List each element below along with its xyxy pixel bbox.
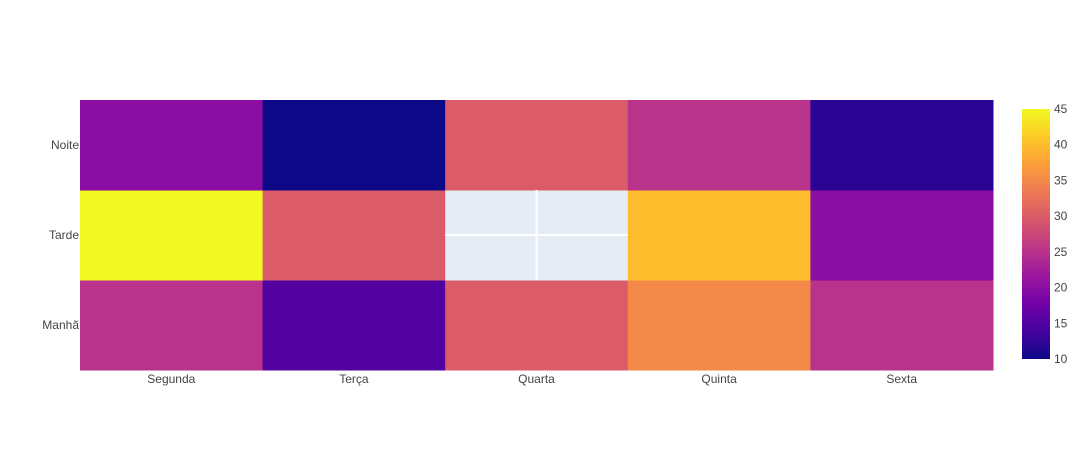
heatmap-cell — [262, 100, 446, 191]
y-axis-tick-labels: Manhã Tarde Noite — [42, 138, 79, 332]
y-tick-label: Noite — [51, 138, 79, 152]
colorbar-tick-label: 40 — [1054, 138, 1068, 152]
x-axis-tick-labels: Segunda Terça Quarta Quinta Sexta — [147, 372, 917, 386]
x-tick-label: Sexta — [886, 372, 917, 386]
heatmap-cell — [810, 100, 994, 191]
colorbar-tick-labels: 10 15 20 25 30 35 40 45 — [1054, 102, 1068, 366]
colorbar-tick-label: 15 — [1054, 316, 1068, 330]
heatmap-cell — [80, 100, 264, 191]
colorbar-tick-label: 25 — [1054, 245, 1068, 259]
heatmap-cell — [627, 280, 811, 371]
heatmap-cell — [445, 280, 629, 371]
heatmap-cell — [627, 100, 811, 191]
colorbar — [1022, 109, 1050, 359]
heatmap-cell — [80, 190, 264, 281]
colorbar-tick-label: 30 — [1054, 209, 1068, 223]
x-tick-label: Terça — [339, 372, 369, 386]
heatmap-cell — [627, 190, 811, 281]
x-tick-label: Segunda — [147, 372, 195, 386]
x-tick-label: Quinta — [701, 372, 737, 386]
heatmap-cell — [80, 280, 264, 371]
y-tick-label: Tarde — [49, 228, 79, 242]
heatmap-cell — [810, 190, 994, 281]
missing-cell-gridlines — [445, 190, 628, 280]
heatmap-cell — [445, 100, 629, 191]
y-tick-label: Manhã — [42, 318, 79, 332]
heatmap-cell — [262, 280, 446, 371]
colorbar-tick-label: 10 — [1054, 352, 1068, 366]
colorbar-tick-label: 45 — [1054, 102, 1068, 116]
heatmap-cell — [810, 280, 994, 371]
colorbar-tick-label: 35 — [1054, 173, 1068, 187]
x-tick-label: Quarta — [518, 372, 555, 386]
heatmap-cell — [262, 190, 446, 281]
colorbar-tick-label: 20 — [1054, 281, 1068, 295]
